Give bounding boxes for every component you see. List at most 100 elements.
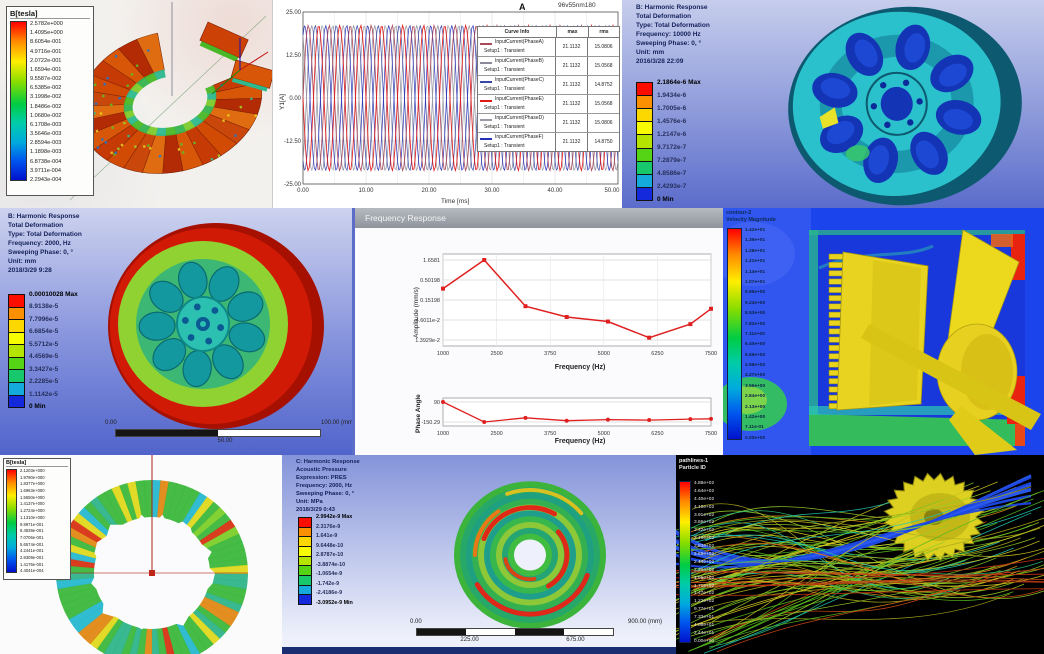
freq-xtick: 1000 [437, 351, 449, 357]
legend-value: 4.8586e-7 [657, 170, 687, 177]
freq-xtick-2: 7500 [705, 431, 717, 437]
curve-name: InputCurrent(PhaseF) [495, 134, 544, 140]
colorbar [636, 82, 653, 201]
header-line: Type: Total Deformation [636, 22, 710, 29]
header-line: Unit: MPa [296, 499, 323, 505]
colorbar-segment [299, 518, 311, 527]
legend-values: 2.1864e-6 Max 1.9434e-6 1.7005e-6 1.4576e-6… [657, 79, 701, 203]
legend-value: 1.4095e+000 [30, 30, 63, 37]
legend-values: 2.5782e+000 1.4095e+000 8.6054e-001 4.9716e… [30, 21, 63, 183]
legend-values: 2.9942e-9 Max 2.3176e-9 1.641e-9 9.6448e-10… [316, 514, 353, 606]
ytick-label: 12.50 [286, 53, 302, 59]
panel-maxwell-field-segment: B[tesla] 2.5782e+000 1.4095e+000 8.6054e-0… [0, 0, 272, 208]
xtick-label: 10.00 [358, 188, 374, 194]
header-line: Unit: mm [8, 258, 37, 265]
legend-values: 0.00010028 Max 8.9138e-5 7.7996e-5 6.6854e-… [29, 291, 78, 410]
curve-name-cell: InputCurrent(PhaseC) Setup1 : Transient [478, 76, 556, 94]
legend-value: 2.20e+02 [694, 567, 715, 573]
panel-harmonic-2000hz: B: Harmonic Response Total Deformation Typ… [0, 208, 352, 455]
curve-name-cell: InputCurrent(PhaseF) Setup1 : Transient [478, 133, 556, 151]
legend-value: 3.3427e-5 [29, 365, 59, 373]
col-rms: rms [599, 29, 609, 35]
legend-values: 1.42e+01 1.35e+01 1.28e+01 1.21e+01 1.14e+01… [745, 228, 765, 441]
legend-value: 8.4839e-001 [20, 528, 44, 534]
header-line: Frequency: 2000, Hz [296, 483, 353, 489]
legend-values: 2.1203e+000 1.9790e+000 1.8377e+000 1.6963e… [20, 468, 45, 574]
window-titlebar[interactable]: Frequency Response [355, 208, 723, 229]
y-axis-label: Y1[A] [279, 94, 286, 110]
legend-value: 2.3176e-9 [316, 523, 341, 530]
legend-value: 4.88e+02 [694, 481, 715, 486]
xtick-label: 20.00 [421, 188, 437, 194]
legend-value: 4.27e+00 [745, 373, 766, 379]
legend-value: 1.6963e+000 [20, 488, 45, 494]
legend-value: 1.8486e-002 [30, 103, 62, 110]
legend-value: 9.96e+00 [745, 290, 766, 296]
legend-value: 9.8971e-001 [20, 521, 44, 527]
curve-name: InputCurrent(PhaseC) [495, 77, 544, 83]
header-line: Frequency: 10000 Hz [636, 31, 701, 38]
xtick-label: 0.00 [297, 188, 309, 194]
curve-rms: 14.8750 [594, 139, 613, 145]
header-line: B: Harmonic Response [8, 213, 80, 220]
motor-field-graphic [69, 2, 272, 201]
curve-setup: Setup1 : Transient [484, 48, 525, 54]
legend-value: 0.00010028 Max [29, 291, 78, 298]
header-line: Total Deformation [636, 13, 692, 20]
legend-value: 4.15e+02 [694, 504, 715, 510]
legend-value: -3.0952e-9 Min [316, 599, 353, 606]
curve-max: 21.1132 [556, 114, 588, 132]
ruler-max: 900.00 (mm) [627, 619, 662, 625]
curve-name: InputCurrent(PhaseD) [495, 115, 544, 121]
curve-name: InputCurrent(PhaseE) [495, 96, 544, 102]
field-legend: B[tesla] 2.1203e+000 1.9790e+000 1.8377e+0… [3, 458, 71, 580]
legend-value: 2.8787e-10 [316, 552, 344, 559]
wheel-deformation-graphic [788, 6, 1022, 206]
legend-value: 1.1310e+000 [20, 514, 45, 520]
panel-cfd-velocity: contour-2 Velocity Magnitude 1.42e+01 1.3… [723, 208, 1044, 455]
colorbar-segment [9, 356, 24, 370]
amp-ytick: 4.6011e-2 [416, 318, 440, 324]
legend-value: -1.0654e-9 [316, 571, 343, 578]
colorbar [727, 228, 742, 440]
legend-value: -2.4186e-9 [316, 590, 343, 597]
legend-value: 1.6594e-001 [30, 66, 62, 73]
legend-value: 1.28e+01 [745, 248, 766, 254]
result-header: C: Harmonic Response Acoustic Pressure Exp… [296, 458, 360, 514]
legend-value: 1.641e-9 [316, 533, 338, 540]
col-max: max [557, 27, 589, 37]
legend-value: 3.5646e-003 [30, 131, 62, 138]
header-line: 2016/3/28 22:09 [636, 58, 684, 65]
legend-value: 2.2285e-5 [29, 378, 59, 386]
legend-value: 1.14e+01 [745, 269, 766, 275]
legend-title: contour-2 Velocity Magnitude [726, 210, 776, 224]
legend-value: -3.8874e-10 [316, 561, 346, 568]
frequency-axis-label: Frequency (Hz) [554, 364, 606, 371]
curve-setup: Setup1 : Transient [484, 105, 525, 111]
legend-value: 1.0680e-002 [30, 112, 62, 119]
particle-legend: 4.88e+02 4.64e+02 4.40e+02 4.15e+02 3.91e+02… [679, 481, 714, 644]
legend-value: 1.42e+00 [745, 415, 766, 421]
legend-value: 2.9942e-9 Max [316, 514, 353, 520]
legend-value: 0.00e+00 [694, 638, 715, 644]
colorbar-segment [299, 584, 311, 595]
amp-ytick: 1.3929e-2 [415, 338, 440, 344]
legend-value: 2.13e+00 [745, 404, 766, 410]
colorbar [6, 469, 17, 573]
curve-max: 21.1132 [556, 133, 588, 151]
curve-row: InputCurrent(PhaseB) Setup1 : Transient 2… [478, 57, 619, 76]
colorbar [679, 481, 691, 643]
legend-value: 4.2441e-001 [20, 548, 44, 554]
curve-info-table: Curve Info max rms InputCurrent(PhaseA) S… [477, 26, 620, 152]
legend-value: 3.66e+02 [694, 520, 715, 526]
colorbar-segment [299, 546, 311, 556]
legend-title-line1: contour-2 [726, 210, 752, 216]
header-line: C: Harmonic Response [296, 459, 360, 465]
legend-title: B[tesla] [10, 9, 90, 19]
colorbar [298, 517, 312, 605]
curve-rms: 15.0568 [594, 101, 613, 107]
curve-rms: 14.8752 [594, 82, 613, 88]
acoustic-disc-graphic [454, 481, 606, 629]
colorbar-segment [9, 306, 24, 320]
